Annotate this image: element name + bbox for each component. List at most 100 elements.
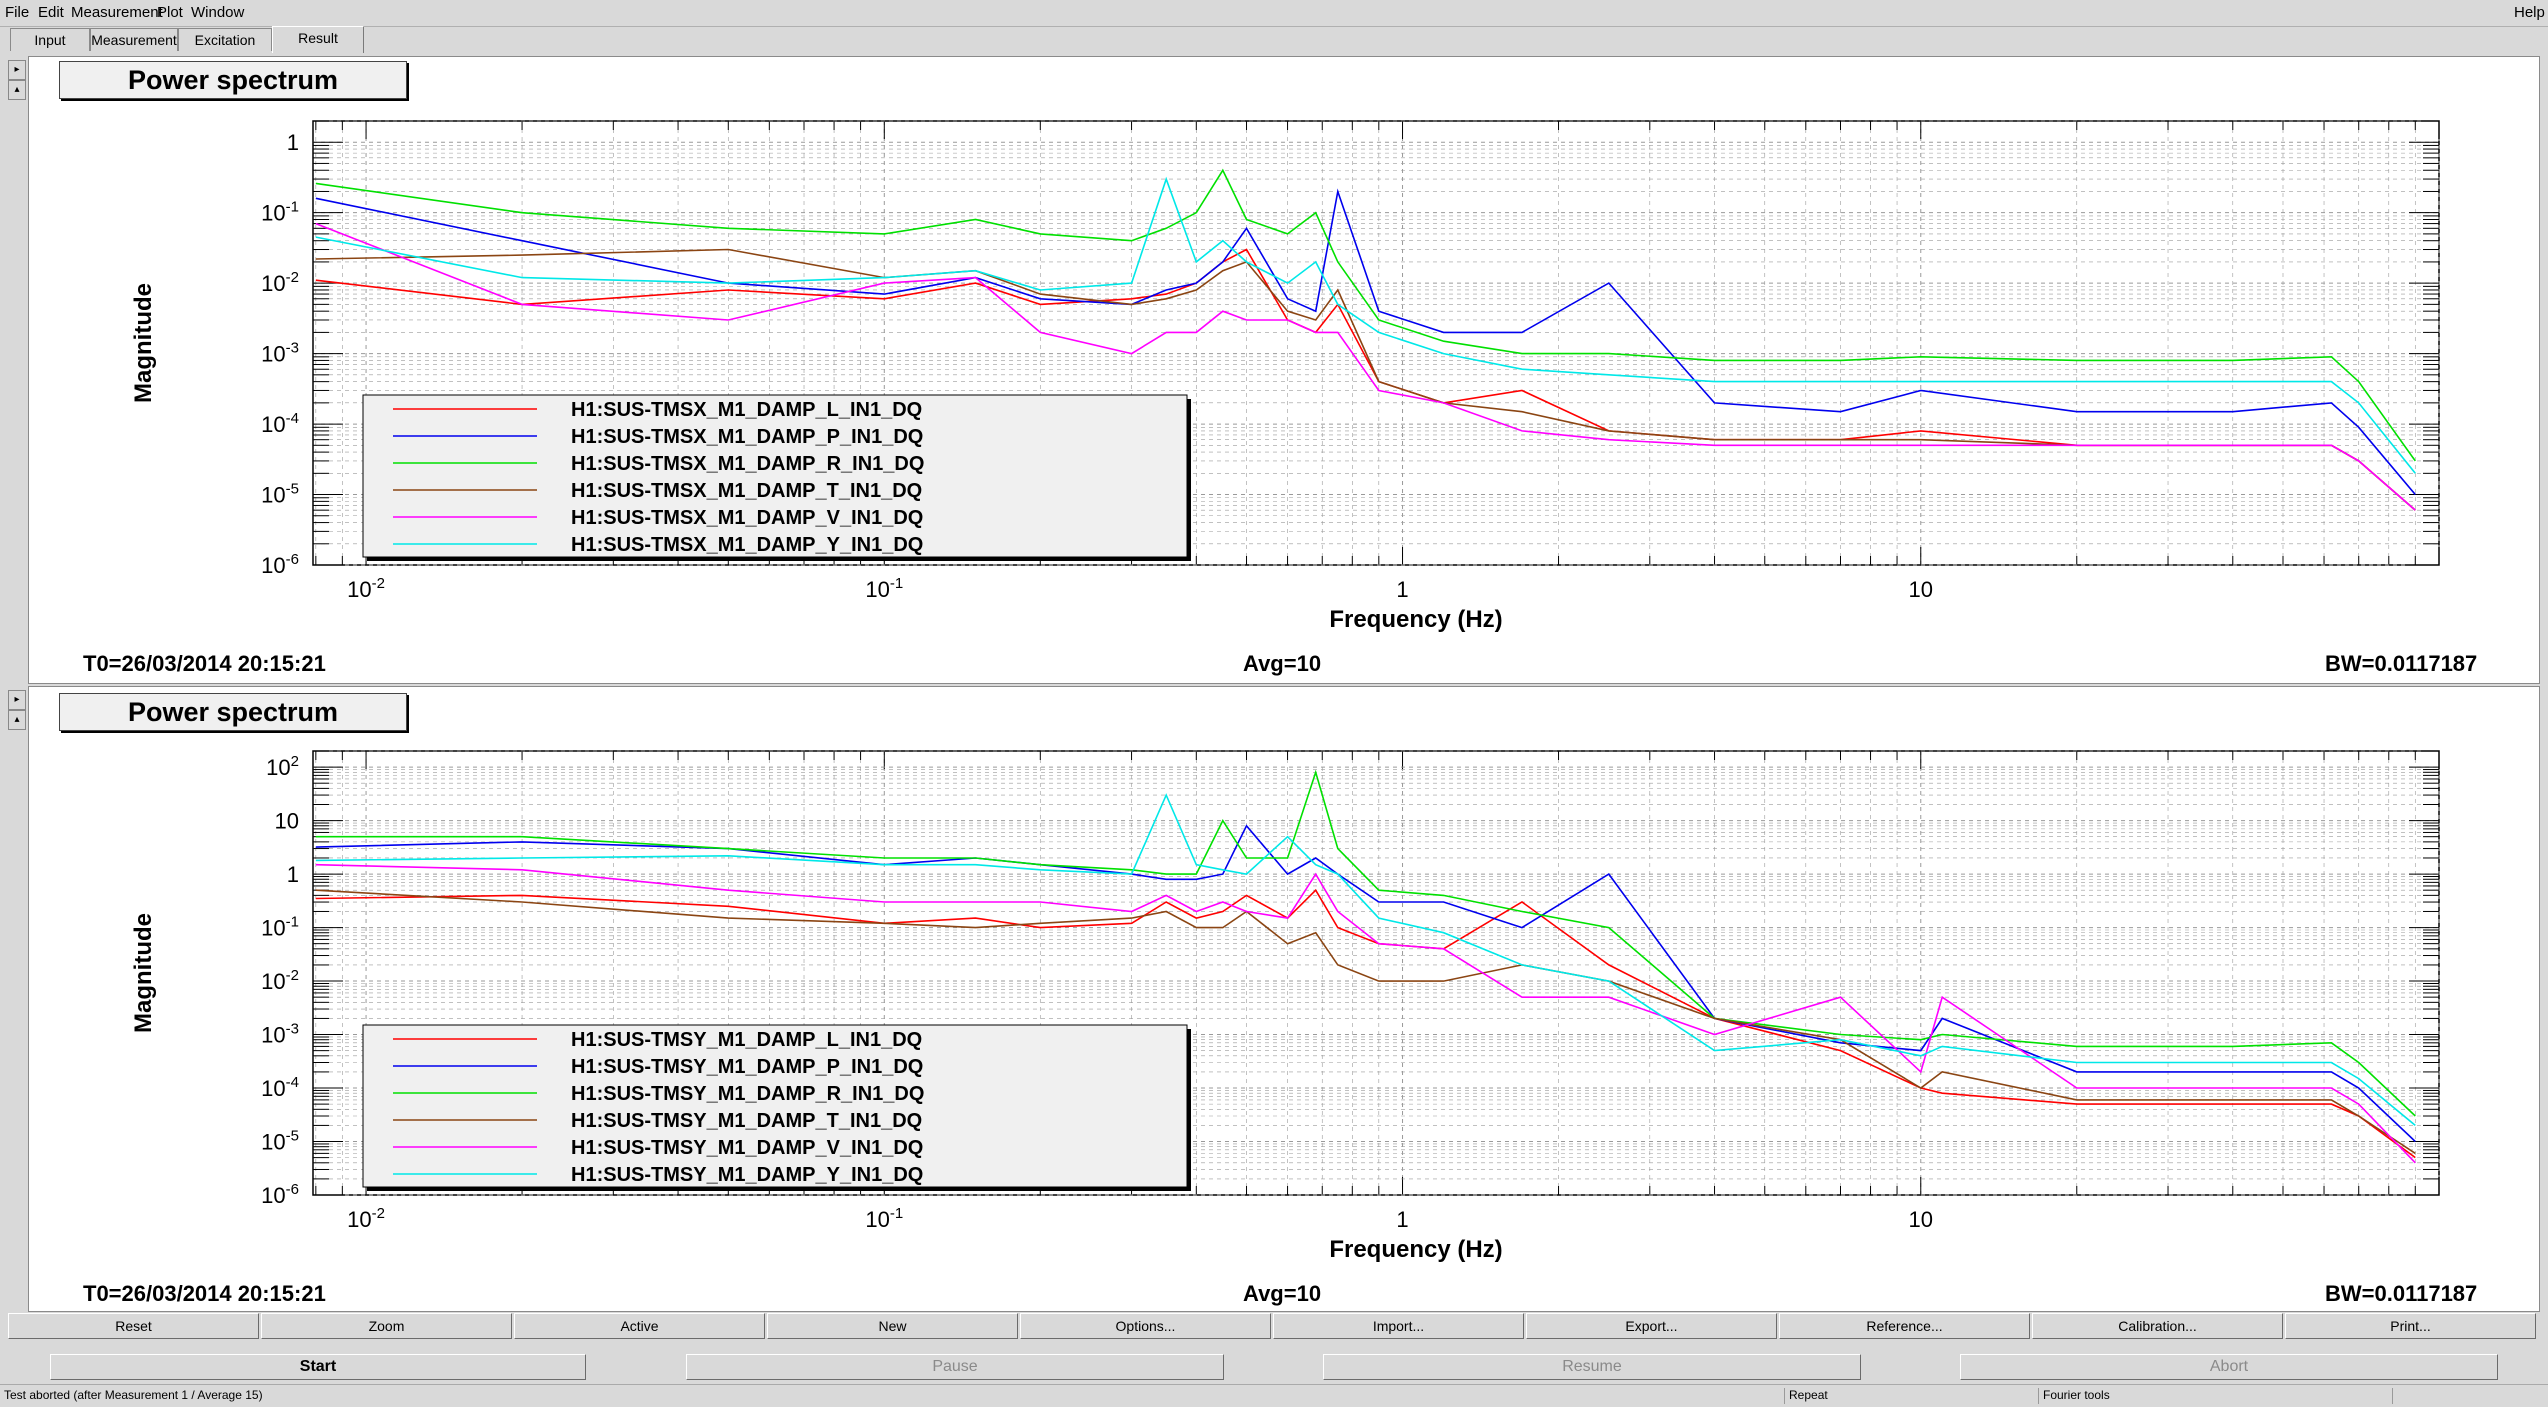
y-tick-label: 10-2 [261, 967, 299, 994]
x-tick-label: 10-2 [347, 1205, 385, 1232]
y-tick-label: 102 [266, 753, 299, 780]
x-tick-label: 10-2 [347, 575, 385, 602]
legend-entry: H1:SUS-TMSY_M1_DAMP_V_IN1_DQ [571, 1137, 923, 1159]
power-spectrum-plot[interactable]: 10-2 10-1 1 10 102 10 1 10-1 10-2 10-3 10-4 10-5 10-… [29, 687, 2539, 1311]
x-tick-label: 1 [1396, 1207, 1408, 1232]
pause-button[interactable]: Pause [686, 1354, 1224, 1380]
y-tick-label: 10-5 [261, 481, 299, 508]
import-button[interactable]: Import... [1273, 1313, 1524, 1339]
legend-entry: H1:SUS-TMSX_M1_DAMP_P_IN1_DQ [571, 426, 923, 448]
menu-edit[interactable]: Edit [38, 4, 64, 21]
plot-title: Power spectrum [59, 61, 407, 99]
series-line-T [315, 889, 2416, 1155]
y-tick-label: 10-3 [261, 1021, 299, 1048]
legend-box [362, 1024, 1188, 1188]
status-extra [2392, 1388, 2397, 1404]
y-tick-label: 10-5 [261, 1128, 299, 1155]
bandwidth-label: BW=0.0117187 [2325, 651, 2478, 676]
power-spectrum-plot[interactable]: 10-2 10-1 1 10 1 10-1 10-2 10-3 10-4 10-5 10-6 Freq… [29, 57, 2539, 683]
legend-entry: H1:SUS-TMSX_M1_DAMP_R_IN1_DQ [571, 453, 924, 475]
y-tick-label: 10-6 [261, 551, 299, 578]
resume-button[interactable]: Resume [1323, 1354, 1861, 1380]
t0-label: T0=26/03/2014 20:15:21 [83, 1281, 326, 1306]
legend-entry: H1:SUS-TMSX_M1_DAMP_V_IN1_DQ [571, 507, 923, 529]
legend-entry: H1:SUS-TMSX_M1_DAMP_Y_IN1_DQ [571, 534, 923, 556]
y-axis-label: Magnitude [130, 913, 157, 1033]
plot-panel-top: Power spectrum 10-2 10-1 1 10 1 10-1 10-2 10-3 1… [28, 56, 2540, 684]
legend-entry: H1:SUS-TMSX_M1_DAMP_L_IN1_DQ [571, 399, 922, 421]
start-button[interactable]: Start [50, 1354, 586, 1380]
t0-label: T0=26/03/2014 20:15:21 [83, 651, 326, 676]
x-tick-label: 10-1 [865, 575, 903, 602]
series-group [315, 769, 2416, 1164]
tab-measurement[interactable]: Measurement [90, 28, 178, 51]
series-line-Y [315, 793, 2416, 1127]
x-axis-label: Frequency (Hz) [1329, 606, 1502, 633]
options-button[interactable]: Options... [1020, 1313, 1271, 1339]
y-tick-label: 10-1 [261, 914, 299, 941]
status-fourier-tools: Fourier tools [2038, 1388, 2110, 1404]
x-axis-label: Frequency (Hz) [1329, 1236, 1502, 1263]
legend-entry: H1:SUS-TMSY_M1_DAMP_T_IN1_DQ [571, 1110, 922, 1132]
y-axis-label: Magnitude [130, 283, 157, 403]
reset-button[interactable]: Reset [8, 1313, 259, 1339]
y-tick-label: 10-1 [261, 199, 299, 226]
collapse-arrow-icon[interactable]: ▴ [8, 710, 26, 730]
plot-title: Power spectrum [59, 693, 407, 731]
series-line-V [315, 222, 2416, 511]
series-line-P [315, 188, 2416, 496]
x-tick-label: 10 [1909, 577, 1933, 602]
plot-toolbar: Reset Zoom Active New Options... Import.… [8, 1313, 2542, 1339]
y-tick-label: 10-6 [261, 1181, 299, 1208]
menu-plot[interactable]: Plot [157, 4, 183, 21]
series-line-L [315, 888, 2416, 1159]
export-button[interactable]: Export... [1526, 1313, 1777, 1339]
reference-button[interactable]: Reference... [1779, 1313, 2030, 1339]
avg-label: Avg=10 [1243, 1281, 1322, 1306]
status-message: Test aborted (after Measurement 1 / Aver… [4, 1388, 263, 1402]
expand-arrow-icon[interactable]: ▸ [8, 60, 26, 80]
legend-entry: H1:SUS-TMSY_M1_DAMP_L_IN1_DQ [571, 1029, 922, 1051]
x-tick-label: 10-1 [865, 1205, 903, 1232]
collapse-arrow-icon[interactable]: ▴ [8, 80, 26, 100]
y-tick-label: 10-3 [261, 340, 299, 367]
x-tick-label: 1 [1396, 577, 1408, 602]
expand-arrow-icon[interactable]: ▸ [8, 690, 26, 710]
y-tick-label: 1 [287, 130, 299, 155]
menu-measurement[interactable]: Measurement [71, 4, 163, 21]
abort-button[interactable]: Abort [1960, 1354, 2498, 1380]
calibration-button[interactable]: Calibration... [2032, 1313, 2283, 1339]
tab-excitation[interactable]: Excitation [178, 28, 272, 51]
x-tick-label: 10 [1909, 1207, 1933, 1232]
y-tick-label: 1 [287, 862, 299, 887]
legend-entry: H1:SUS-TMSX_M1_DAMP_T_IN1_DQ [571, 480, 922, 502]
series-line-Y [315, 176, 2416, 474]
status-bar: Test aborted (after Measurement 1 / Aver… [0, 1384, 2548, 1407]
active-button[interactable]: Active [514, 1313, 765, 1339]
y-tick-label: 10-4 [261, 1074, 299, 1101]
menu-window[interactable]: Window [191, 4, 245, 21]
legend-entry: H1:SUS-TMSY_M1_DAMP_P_IN1_DQ [571, 1056, 923, 1078]
menu-help[interactable]: Help [2514, 4, 2545, 21]
series-group [315, 168, 2416, 511]
tab-input[interactable]: Input [10, 28, 90, 51]
series-line-R [315, 769, 2416, 1117]
status-repeat: Repeat [1784, 1388, 1828, 1404]
bandwidth-label: BW=0.0117187 [2325, 1281, 2478, 1306]
legend-entry: H1:SUS-TMSY_M1_DAMP_R_IN1_DQ [571, 1083, 924, 1105]
menu-file[interactable]: File [5, 4, 30, 21]
tab-bar: Input Measurement Excitation Result [0, 26, 2548, 54]
legend-box [362, 394, 1188, 558]
tab-result[interactable]: Result [272, 26, 364, 53]
y-tick-label: 10 [275, 809, 299, 834]
zoom-button[interactable]: Zoom [261, 1313, 512, 1339]
y-tick-label: 10-4 [261, 410, 299, 437]
menu-bar: File Edit Measurement Plot Window Help [0, 0, 2548, 27]
y-tick-label: 10-2 [261, 269, 299, 296]
new-button[interactable]: New [767, 1313, 1018, 1339]
plot-panel-bottom: Power spectrum 10-2 10-1 1 10 102 10 1 10-1 10-2… [28, 686, 2540, 1312]
avg-label: Avg=10 [1243, 651, 1322, 676]
series-line-R [315, 168, 2416, 462]
print-button[interactable]: Print... [2285, 1313, 2536, 1339]
legend-entry: H1:SUS-TMSY_M1_DAMP_Y_IN1_DQ [571, 1164, 923, 1186]
